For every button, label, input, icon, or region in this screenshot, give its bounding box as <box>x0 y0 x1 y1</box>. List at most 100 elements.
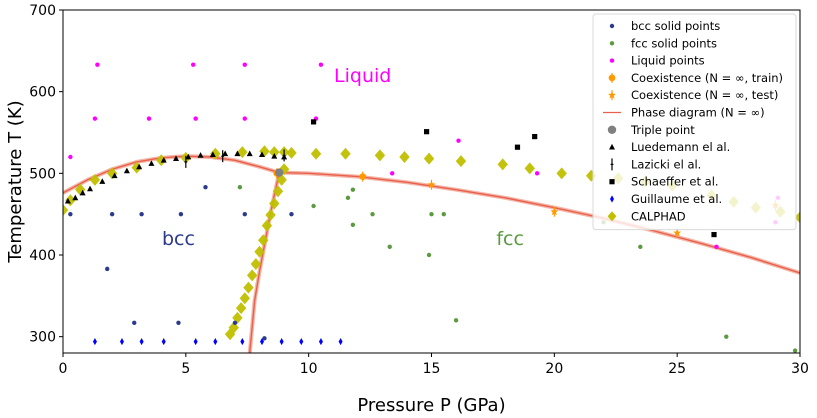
calphad-point <box>399 151 410 163</box>
bcc-solid-points-point <box>176 320 181 325</box>
luedemann-el-al-point <box>72 194 79 201</box>
calphad-point <box>374 149 386 162</box>
x-tick-label: 10 <box>300 361 318 377</box>
luedemann-el-al-point <box>271 152 278 159</box>
bcc-solid-points-point <box>242 211 247 217</box>
calphad-point <box>237 146 248 159</box>
bcc-solid-points-point <box>203 185 208 190</box>
guillaume-et-al-point <box>338 337 343 346</box>
fcc-solid-points-point <box>370 211 375 217</box>
legend-label: Luedemann el al. <box>631 140 730 154</box>
legend: bcc solid points fcc solid points Liquid p… <box>592 13 797 231</box>
schaeffer-et-al-point <box>711 231 717 238</box>
calphad-point <box>243 281 254 294</box>
legend-label: Lazicki el al. <box>631 157 701 171</box>
legend-label: Schaeffer et al. <box>631 175 719 189</box>
liquid-points-point <box>242 62 247 67</box>
calphad-point <box>106 167 118 180</box>
guillaume-et-al-point <box>139 337 144 346</box>
x-tick-label: 30 <box>791 361 809 377</box>
calphad-point <box>310 147 322 160</box>
calphad-point <box>423 152 435 165</box>
guillaume-et-al-series <box>92 337 343 346</box>
luedemann-el-al-point <box>64 197 71 204</box>
legend-box <box>592 13 797 231</box>
luedemann-el-al-point <box>222 150 229 157</box>
liquid-points-point <box>146 116 152 121</box>
y-tick-label: 600 <box>29 85 56 101</box>
fcc-solid-points-series <box>237 185 798 353</box>
guillaume-et-al-point <box>299 337 304 346</box>
calphad-point <box>794 211 800 224</box>
schaeffer-et-al-point <box>532 133 538 140</box>
liquid-points-point <box>95 62 100 67</box>
coexistence-n-test-point <box>550 206 559 217</box>
marker <box>608 74 616 82</box>
calphad-point <box>556 167 567 180</box>
fcc-solid-points-point <box>453 318 459 323</box>
lazicki-el-al-point <box>184 155 188 168</box>
liquid-points-point <box>92 116 98 121</box>
liquid-points-point <box>534 171 540 176</box>
axes: 0 5 10 15 20 25 30 300 400 500 600 700 <box>29 3 809 377</box>
region-label-fcc: fcc <box>496 228 524 250</box>
bcc-solid-points-point <box>139 211 144 217</box>
luedemann-el-al-point <box>173 155 180 162</box>
calphad-point <box>224 328 236 341</box>
liquid-points-point <box>68 154 73 160</box>
calphad-point <box>286 146 297 159</box>
legend-entry: Coexistence (N = ∞, train) <box>608 71 783 85</box>
luedemann-el-al-point <box>99 178 106 184</box>
fcc-solid-points-point <box>638 244 643 250</box>
luedemann-el-al-point <box>209 151 216 157</box>
region-label-liquid: Liquid <box>334 65 391 87</box>
bcc-solid-points-point <box>262 336 267 341</box>
legend-marker <box>609 179 615 185</box>
legend-label: Coexistence (N = ∞, train) <box>631 71 783 85</box>
calphad-point <box>156 154 167 167</box>
legend-label: fcc solid points <box>631 36 717 50</box>
legend-marker <box>607 211 617 222</box>
y-tick-label: 700 <box>29 3 56 19</box>
phase-boundary-line <box>279 171 800 274</box>
luedemann-el-al-point <box>258 151 265 157</box>
luedemann-el-al-point <box>148 160 155 166</box>
legend-entry: Schaeffer et al. <box>609 175 719 189</box>
calphad-point <box>89 173 101 186</box>
legend-label: bcc solid points <box>631 19 720 33</box>
calphad-point <box>258 234 269 247</box>
guillaume-et-al-point <box>213 337 218 346</box>
liquid-points-point <box>242 116 247 121</box>
liquid-points-point <box>714 244 719 250</box>
legend-entry: Luedemann el al. <box>609 140 730 154</box>
calphad-point <box>74 183 86 196</box>
legend-entry: Lazicki el al. <box>610 157 701 171</box>
fcc-solid-points-point <box>724 334 729 339</box>
legend-marker <box>607 125 617 134</box>
guillaume-et-al-point <box>240 337 245 346</box>
triple-point-series <box>274 168 284 177</box>
fcc-solid-points-point <box>441 211 446 217</box>
legend-marker <box>609 58 615 63</box>
luedemann-el-al-point <box>79 189 86 196</box>
legend-marker <box>608 90 616 101</box>
calphad-point <box>455 155 467 168</box>
fcc-solid-points-point <box>429 211 434 217</box>
legend-entry: Guillaume et al. <box>610 192 722 206</box>
legend-label: Phase diagram (N = ∞) <box>631 106 765 120</box>
legend-marker <box>609 143 615 150</box>
x-tick-label: 5 <box>181 361 190 377</box>
legend-marker <box>609 41 615 46</box>
liquid-points-point <box>318 62 324 67</box>
schaeffer-et-al-series <box>310 119 717 238</box>
luedemann-el-al-point <box>160 157 167 163</box>
lazicki-el-al-point <box>282 149 286 162</box>
legend-entry: CALPHAD <box>607 209 686 223</box>
legend-entry: Triple point <box>607 123 695 137</box>
x-tick-label: 25 <box>668 361 686 377</box>
liquid-points-point <box>456 138 461 143</box>
bcc-solid-points-point <box>105 266 110 272</box>
coexistence-n-test-point <box>427 179 436 190</box>
legend-entry: Coexistence (N = ∞, test) <box>608 88 778 102</box>
x-tick-label: 0 <box>59 361 68 377</box>
